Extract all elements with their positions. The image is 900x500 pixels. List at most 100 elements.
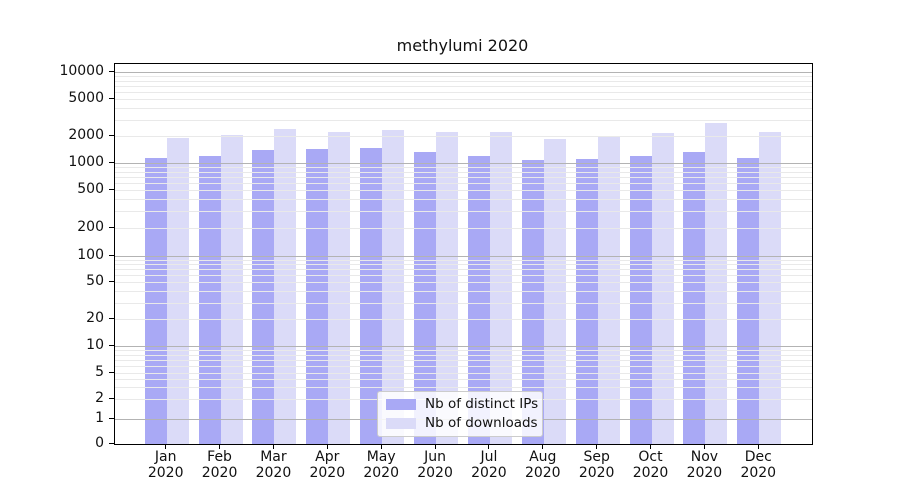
gridline-6 xyxy=(115,365,812,367)
gridline-2000 xyxy=(115,136,812,137)
gridline-40 xyxy=(115,291,812,292)
gridline-1000 xyxy=(115,163,812,164)
gridline-4 xyxy=(115,379,812,381)
x-tick-label-jan: Jan 2020 xyxy=(147,449,184,481)
gridline-7 xyxy=(115,359,812,361)
y-tick-label-5000: 5000 xyxy=(68,90,104,106)
legend-label-downloads: Nb of downloads xyxy=(425,414,538,431)
legend-swatch-distinct-ips xyxy=(386,399,416,411)
bar-distinct-ips-oct xyxy=(629,155,652,444)
legend-item-downloads: Nb of downloads xyxy=(386,415,538,431)
x-tick-mark-apr xyxy=(326,444,328,449)
y-tick-mark xyxy=(109,135,114,136)
gridline-50 xyxy=(115,282,812,283)
bar-distinct-ips-mar xyxy=(252,149,275,444)
gridline-8000 xyxy=(115,80,812,82)
y-tick-label-200: 200 xyxy=(77,219,104,235)
y-tick-label-1000: 1000 xyxy=(68,154,104,170)
x-tick-label-feb: Feb 2020 xyxy=(201,449,238,481)
y-tick-mark xyxy=(109,255,114,256)
x-tick-label-aug: Aug 2020 xyxy=(524,449,561,481)
x-tick-mark-jul xyxy=(488,444,490,449)
x-tick-mark-aug xyxy=(542,444,544,449)
gridline-400 xyxy=(115,199,812,201)
x-tick-label-jun: Jun 2020 xyxy=(417,449,453,481)
x-tick-mark-sep xyxy=(596,444,598,449)
x-tick-mark-feb xyxy=(219,444,221,449)
x-tick-label-dec: Dec 2020 xyxy=(740,449,777,481)
bar-distinct-ips-aug xyxy=(521,159,544,444)
bar-downloads-may xyxy=(382,129,405,444)
gridline-60 xyxy=(115,275,812,277)
y-tick-mark xyxy=(109,398,114,399)
y-tick-mark xyxy=(109,98,114,99)
gridline-100 xyxy=(115,256,812,257)
gridline-10 xyxy=(115,346,812,347)
gridline-9000 xyxy=(115,76,812,78)
bar-distinct-ips-jan xyxy=(144,157,167,444)
y-tick-label-20: 20 xyxy=(86,310,104,326)
gridline-900 xyxy=(115,167,812,169)
y-tick-mark xyxy=(109,418,114,419)
bar-downloads-mar xyxy=(274,129,297,444)
y-tick-mark xyxy=(109,372,114,373)
bar-distinct-ips-dec xyxy=(737,157,760,444)
y-tick-mark xyxy=(109,162,114,163)
x-tick-mark-jun xyxy=(434,444,436,449)
gridline-7000 xyxy=(115,85,812,87)
bar-downloads-dec xyxy=(759,132,782,444)
gridline-20 xyxy=(115,319,812,320)
y-tick-label-10000: 10000 xyxy=(59,63,104,79)
gridline-9 xyxy=(115,350,812,352)
bar-downloads-oct xyxy=(651,132,674,444)
gridline-500 xyxy=(115,190,812,191)
x-tick-label-apr: Apr 2020 xyxy=(309,449,346,481)
y-tick-label-2000: 2000 xyxy=(68,127,104,143)
x-tick-mark-nov xyxy=(703,444,705,449)
y-tick-label-2: 2 xyxy=(95,390,104,406)
x-tick-mark-dec xyxy=(757,444,759,449)
gridline-6000 xyxy=(115,91,812,93)
chart-title: methylumi 2020 xyxy=(396,36,529,55)
x-tick-label-may: May 2020 xyxy=(363,449,399,481)
x-tick-label-nov: Nov 2020 xyxy=(686,449,723,481)
bar-distinct-ips-apr xyxy=(306,148,329,444)
gridline-3000 xyxy=(115,119,812,121)
gridline-5000 xyxy=(115,99,812,100)
bar-distinct-ips-may xyxy=(360,147,383,444)
y-tick-label-100: 100 xyxy=(77,247,104,263)
y-tick-mark xyxy=(109,189,114,190)
gridline-600 xyxy=(115,182,812,184)
gridline-800 xyxy=(115,171,812,173)
bar-downloads-nov xyxy=(705,123,728,444)
x-tick-label-oct: Oct 2020 xyxy=(632,449,669,481)
gridline-30 xyxy=(115,302,812,304)
gridline-3 xyxy=(115,387,812,389)
bar-downloads-jul xyxy=(489,131,512,444)
y-tick-mark xyxy=(109,318,114,319)
gridline-80 xyxy=(115,264,812,266)
bar-distinct-ips-jun xyxy=(414,152,437,444)
gridline-4000 xyxy=(115,108,812,109)
x-tick-mark-oct xyxy=(650,444,652,449)
y-tick-label-1: 1 xyxy=(95,410,104,426)
y-tick-label-50: 50 xyxy=(86,273,104,289)
x-tick-mark-jan xyxy=(165,444,167,449)
gridline-10000 xyxy=(115,72,812,73)
y-tick-mark xyxy=(109,281,114,282)
y-tick-mark xyxy=(109,227,114,228)
y-tick-mark xyxy=(109,71,114,72)
bar-downloads-sep xyxy=(597,136,620,444)
bar-downloads-feb xyxy=(220,135,243,444)
gridline-200 xyxy=(115,228,812,229)
gridline-700 xyxy=(115,176,812,178)
x-tick-label-sep: Sep 2020 xyxy=(578,449,615,481)
y-tick-label-10: 10 xyxy=(86,337,104,353)
gridline-300 xyxy=(115,211,812,213)
y-tick-mark xyxy=(109,345,114,346)
gridline-5 xyxy=(115,373,812,374)
plot-area xyxy=(114,63,813,445)
y-tick-label-5: 5 xyxy=(95,364,104,380)
x-tick-label-mar: Mar 2020 xyxy=(255,449,292,481)
